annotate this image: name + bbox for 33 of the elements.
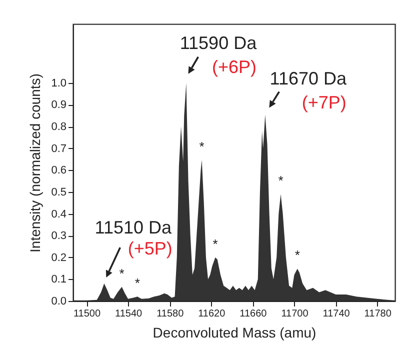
annotation: *	[134, 276, 140, 291]
y-tick-label: 0.8	[51, 121, 66, 134]
x-tick-label: 11500	[73, 308, 101, 320]
x-tick-label: 11540	[115, 308, 143, 320]
annotation: *	[278, 173, 284, 188]
y-tick-label: 0.4	[51, 208, 66, 220]
x-tick-label: 11700	[281, 308, 309, 320]
annotation: (+6P)	[212, 56, 256, 77]
x-tick-label: 11620	[198, 308, 226, 320]
y-tick-label: 0.2	[51, 252, 66, 264]
y-tick-label: 0.9	[51, 99, 66, 112]
y-tick-label: 0.7	[51, 142, 66, 155]
y-axis-title: Intensity (normalized counts)	[27, 74, 44, 252]
annotation: 11590 Da	[180, 32, 258, 53]
x-tick-label: 11740	[322, 308, 350, 320]
y-tick-label: 0.1	[51, 274, 66, 286]
y-tick-label: 0.0	[51, 296, 66, 308]
y-tick-label: 1.0	[51, 77, 66, 90]
annotation: (+7P)	[302, 92, 346, 113]
annotation: (+5P)	[128, 238, 172, 259]
x-tick-label: 11580	[156, 308, 184, 320]
x-tick-label: 11660	[240, 308, 268, 320]
y-tick-label: 0.5	[51, 186, 66, 198]
x-tick-label: 11780	[364, 308, 392, 320]
annotation: *	[212, 236, 218, 252]
x-axis-title: Deconvoluted Mass (amu)	[152, 324, 316, 340]
annotation: *	[199, 138, 204, 154]
annotation: *	[119, 266, 124, 281]
annotation: 11510 Da	[94, 218, 173, 238]
annotation: *	[294, 248, 300, 263]
y-tick-label: 0.3	[51, 230, 66, 242]
y-tick-label: 0.6	[51, 164, 66, 177]
annotation: 11670 Da	[270, 68, 348, 89]
